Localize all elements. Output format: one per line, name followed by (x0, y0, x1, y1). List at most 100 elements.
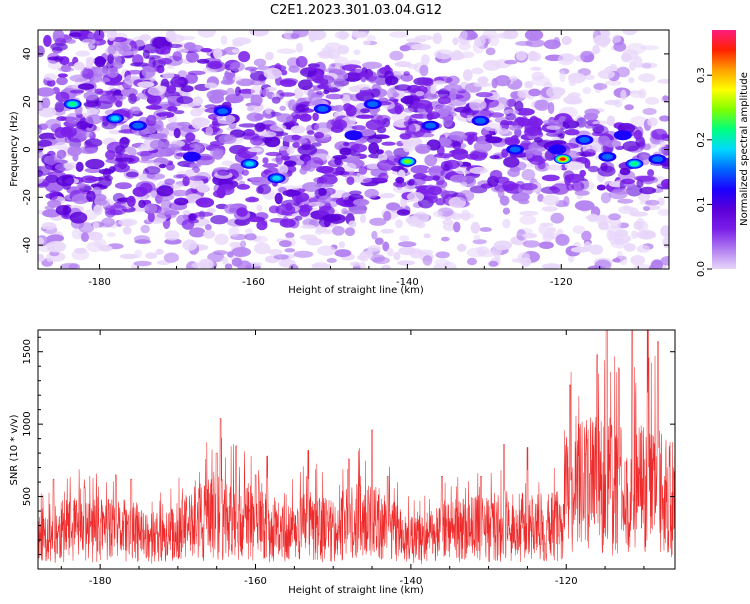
spectrogram-cell (94, 88, 104, 94)
spectrogram-cell (393, 181, 407, 188)
spectrogram-cell (612, 188, 629, 195)
spectrogram-cell (212, 117, 219, 128)
spectrogram-cell (660, 225, 669, 237)
spectrogram-cell (243, 129, 255, 137)
spectrogram-cell (383, 210, 392, 222)
spectrogram-cell (509, 75, 518, 81)
spectrogram-cell (541, 174, 560, 182)
spectrogram-cell (166, 122, 186, 131)
spectrogram-cell (115, 145, 126, 155)
colorbar-gradient (712, 30, 736, 269)
spectrogram-cell (250, 94, 263, 106)
spectrogram-cell (428, 165, 446, 178)
spectrogram-cell (155, 49, 171, 55)
spectrogram-cell (49, 190, 58, 201)
spectrogram-cell (107, 44, 117, 55)
spectrogram-cell (378, 172, 389, 182)
spectrogram-cell (86, 241, 104, 253)
spectrogram-cell (642, 108, 657, 115)
spectrogram-cell (255, 212, 269, 221)
spectrogram-cell (185, 51, 199, 63)
spectrogram-cell (262, 163, 279, 169)
spectrogram-cell (381, 141, 396, 146)
spectrogram-hotspot (601, 153, 613, 160)
spectrogram-cell (542, 194, 560, 206)
spectrogram-cell (236, 184, 250, 190)
spectrogram-cell (432, 210, 443, 217)
spectrogram-cell (342, 103, 353, 112)
spectrogram-cell (318, 205, 335, 217)
spectrogram-cell (358, 166, 368, 175)
spectrogram-cell (342, 94, 351, 106)
spectrogram-cell (46, 79, 56, 87)
spectrogram-cell (295, 42, 303, 53)
spectrogram-hotspot (548, 144, 567, 155)
snr-x-label: Height of straight line (km) (288, 585, 424, 596)
spectrogram-cell (432, 32, 443, 45)
spectrogram-cell (285, 202, 293, 211)
spectrogram-cell (437, 96, 451, 105)
spectrogram-cell (144, 166, 161, 175)
spectrogram-cell (424, 154, 438, 167)
spectrogram-cell (126, 69, 143, 75)
x-tick-label: -140 (400, 576, 423, 587)
spectrogram-cell (406, 191, 425, 202)
spectrogram-cell (257, 184, 272, 195)
spectrogram-cell (645, 199, 660, 206)
spectrogram-cell (54, 142, 67, 150)
spectrogram-cell (75, 161, 84, 172)
spectrogram-cell (38, 87, 55, 97)
spectrogram-cell (167, 106, 178, 112)
spectrogram-cell (658, 147, 665, 155)
spectrogram-cell (381, 264, 392, 269)
spectrogram-cell (407, 218, 423, 227)
spectrogram-cell (262, 88, 270, 97)
spectrogram-cell (210, 215, 229, 225)
spectrogram-cell (246, 112, 264, 122)
spectrogram-cell (600, 192, 612, 204)
spectrogram-cell (423, 233, 431, 239)
spectrogram-cell (177, 70, 188, 78)
spectrogram-cell (589, 244, 604, 255)
spectrogram-cell (43, 73, 57, 81)
spectrogram-cell (107, 30, 116, 41)
spectrogram-cell (293, 87, 304, 100)
spectrogram-cell (563, 196, 570, 207)
spectrogram-cell (297, 144, 318, 156)
spectrogram-cell (395, 219, 403, 229)
spectrogram-cell (256, 204, 263, 212)
spectrogram-cell (104, 175, 113, 182)
spectrogram-cell (396, 209, 411, 216)
spectrogram-cell (146, 173, 156, 179)
spectrogram-cell (609, 63, 617, 72)
spectrogram-cell (411, 43, 432, 51)
spectrogram-cell (593, 83, 608, 90)
spectrogram-cell (98, 168, 114, 175)
spectrogram-cell (404, 96, 414, 107)
spectrogram-cell (276, 113, 293, 123)
spectrogram-cell (537, 193, 544, 202)
spectrogram-cell (334, 56, 349, 68)
spectrogram-cell (394, 105, 403, 115)
spectrogram-cell (543, 39, 561, 50)
spectrogram-cell (628, 77, 635, 84)
spectrogram-cell (597, 165, 616, 177)
spectrogram-cell (197, 30, 216, 38)
spectrogram-cell (38, 237, 44, 246)
spectrogram-cell (249, 176, 269, 182)
spectrogram-cell (326, 258, 337, 263)
spectrogram-cell (114, 161, 128, 168)
spectrogram-cell (366, 35, 376, 42)
spectrogram-cell (537, 160, 546, 170)
spectrogram-cell (588, 165, 599, 173)
x-tick-label: -160 (242, 277, 265, 288)
spectrogram-cell (343, 162, 357, 172)
spectrogram-cell (622, 141, 640, 152)
spectrogram-cell (330, 197, 343, 202)
spectrogram-cell (191, 262, 210, 269)
spectrogram-cell (400, 73, 414, 82)
spectrogram-cell (485, 47, 496, 56)
spectrogram-cell (643, 206, 651, 212)
spectrogram-cell (636, 175, 656, 182)
spectrogram-cell (315, 90, 323, 96)
